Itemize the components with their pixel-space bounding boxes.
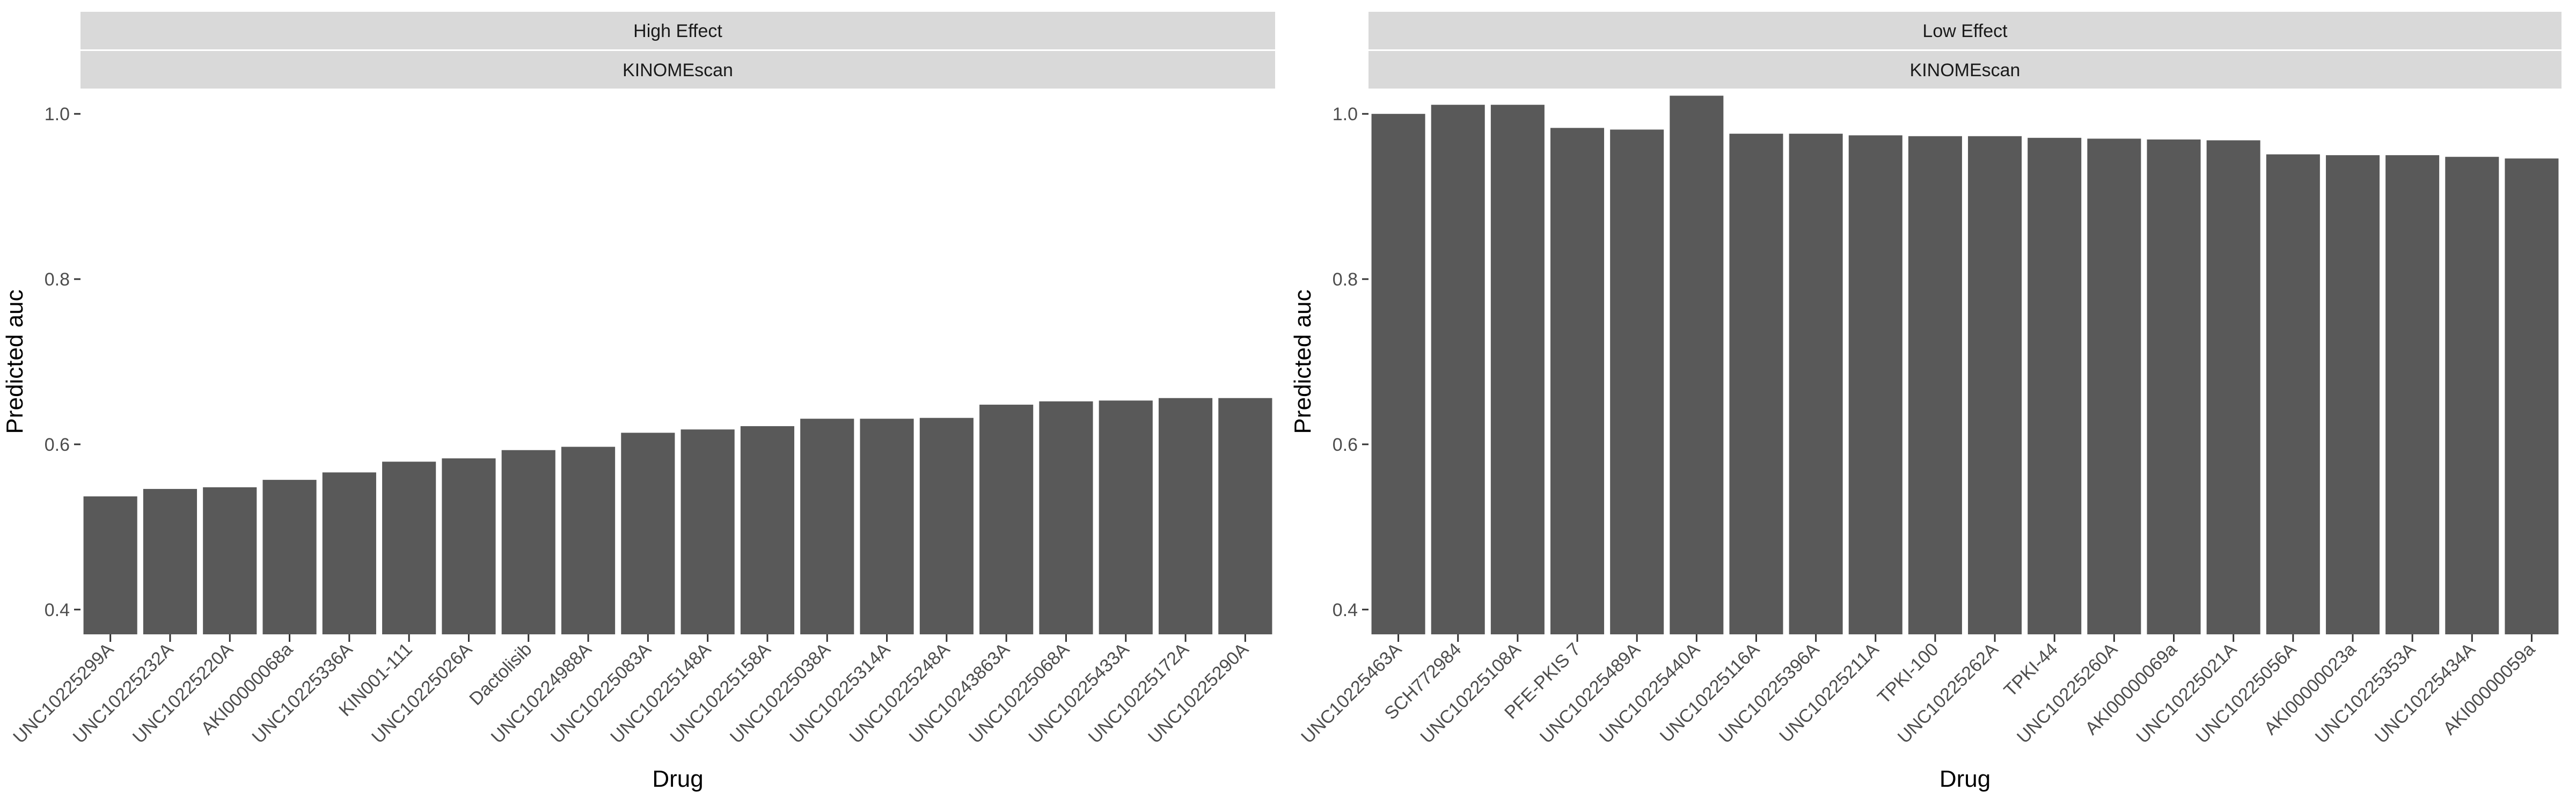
- x-tick-label: UNC10225232A: [69, 639, 178, 748]
- x-tick-label: UNC10225440A: [1596, 639, 1704, 748]
- bar: [860, 419, 914, 634]
- bar: [1848, 135, 1902, 634]
- bar: [2385, 155, 2440, 635]
- x-tick-label: UNC10225026A: [368, 639, 476, 748]
- y-tick-label: 0.4: [1333, 600, 1358, 620]
- facet-strip: [80, 12, 1275, 49]
- bar: [1908, 136, 1962, 634]
- x-tick-label: UNC10225290A: [1144, 639, 1253, 748]
- bar: [621, 433, 675, 634]
- facet-strip-label: KINOMEscan: [1910, 60, 2021, 80]
- facet-strip: [80, 51, 1275, 89]
- bar: [143, 489, 197, 634]
- y-tick-label: 1.0: [45, 104, 70, 125]
- bar: [2147, 139, 2201, 634]
- x-tick-label: UNC10225220A: [129, 639, 237, 748]
- bar: [382, 462, 436, 634]
- x-tick-label: UNC10225056A: [2192, 639, 2301, 748]
- facet-strip-label: KINOMEscan: [623, 60, 733, 80]
- plot-panel: [80, 89, 1275, 634]
- x-tick-label: UNC10225463A: [1297, 639, 1406, 748]
- y-tick-label: 0.6: [1333, 435, 1358, 455]
- bar: [442, 458, 496, 634]
- bar: [979, 405, 1034, 634]
- x-tick-label: UNC10225158A: [667, 639, 775, 748]
- chart-panel-low-effect: Low Effect KINOMEscan 0.4 0.6 0.8 1.0 UNC10225…: [1290, 12, 2562, 792]
- facet-strip-label: Low Effect: [1922, 21, 2008, 41]
- bar: [2445, 157, 2499, 634]
- bar: [203, 487, 257, 634]
- x-tick-label: UNC10225148A: [606, 639, 715, 748]
- y-axis-title: Predicted auc: [2, 289, 28, 434]
- bar: [1490, 105, 1545, 635]
- x-tick-label: UNC10225021A: [2132, 639, 2241, 748]
- bar: [680, 429, 735, 634]
- bar: [83, 496, 137, 634]
- bar: [1610, 129, 1664, 634]
- x-tick-label: UNC10225314A: [786, 639, 894, 748]
- x-tick-label: UNC10224988A: [487, 639, 596, 748]
- x-tick-label: UNC10225116A: [1656, 639, 1763, 747]
- bar: [1218, 398, 1272, 634]
- bar: [2028, 137, 2082, 635]
- bar: [1729, 134, 1783, 635]
- x-tick-label: UNC10225108A: [1417, 639, 1525, 748]
- y-tick-label: 1.0: [1333, 104, 1358, 125]
- bar: [1431, 105, 1485, 635]
- bar: [1371, 114, 1425, 634]
- x-tick-label: UNC10225489A: [1536, 639, 1644, 748]
- x-tick-label: UNC10243863A: [905, 639, 1014, 748]
- x-tick-label: UNC10225260A: [2013, 639, 2121, 748]
- bar: [2206, 140, 2260, 635]
- bar: [740, 426, 795, 634]
- y-tick-label: 0.8: [1333, 269, 1358, 290]
- x-tick-label: UNC10225068A: [965, 639, 1073, 748]
- x-tick-label: UNC10225172A: [1085, 639, 1193, 748]
- bar: [1968, 136, 2022, 634]
- x-tick-label: UNC10225211A: [1775, 639, 1883, 747]
- x-tick-label: UNC10225434A: [2371, 639, 2479, 748]
- y-tick-label: 0.6: [45, 435, 70, 455]
- bar: [2505, 158, 2559, 634]
- bar: [1099, 400, 1153, 634]
- bar: [262, 480, 317, 634]
- x-tick-label: UNC10225336A: [248, 639, 357, 748]
- chart-panel-high-effect: High Effect KINOMEscan 0.4 0.6 0.8 1.0 UNC1022…: [2, 12, 1275, 792]
- y-tick-label: 0.4: [45, 600, 70, 620]
- bar: [2325, 155, 2380, 635]
- x-tick-label: UNC10225248A: [846, 639, 954, 748]
- x-tick-label: UNC10225038A: [726, 639, 835, 748]
- bar: [1039, 401, 1093, 634]
- x-axis-title: Drug: [1940, 766, 1990, 792]
- bar: [501, 450, 555, 634]
- facet-strip: [1368, 12, 2562, 49]
- x-tick-label: UNC10225433A: [1024, 639, 1133, 748]
- bar: [322, 472, 376, 634]
- plot-panel: [1368, 89, 2562, 634]
- y-axis-title: Predicted auc: [1290, 289, 1316, 434]
- x-tick-label: UNC10225083A: [547, 639, 655, 748]
- bar: [919, 418, 974, 634]
- bar: [1550, 128, 1605, 635]
- x-tick-label: UNC10225299A: [9, 639, 118, 748]
- bar: [1158, 398, 1213, 634]
- bar: [2087, 138, 2141, 634]
- facet-strip: [1368, 51, 2562, 89]
- x-tick-label: UNC10225396A: [1715, 639, 1823, 748]
- facet-strip-label: High Effect: [633, 21, 722, 41]
- bar: [1670, 96, 1724, 634]
- x-tick-label: TPKI-44: [2000, 639, 2062, 701]
- bar: [800, 419, 854, 634]
- bar: [1789, 134, 1843, 635]
- bar: [561, 447, 616, 634]
- x-tick-label: UNC10225262A: [1894, 639, 2002, 748]
- y-tick-label: 0.8: [45, 269, 70, 290]
- x-axis-title: Drug: [652, 766, 703, 792]
- bar: [2266, 154, 2320, 634]
- x-tick-label: UNC10225353A: [2311, 639, 2420, 748]
